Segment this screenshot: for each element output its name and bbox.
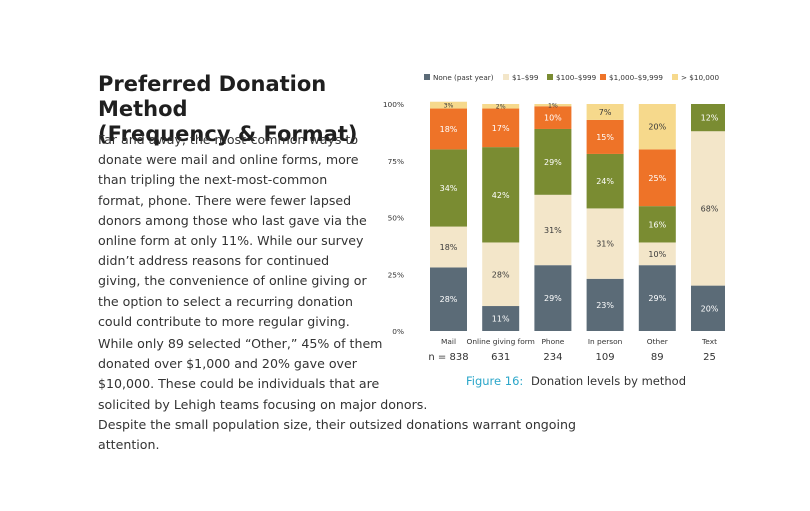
x-tick-label: Mail	[441, 337, 456, 346]
data-label: 29%	[544, 294, 562, 303]
body-paragraph-2-line: solicited by Lehigh teams focusing on ma…	[98, 396, 428, 412]
x-tick-label: Phone	[541, 337, 564, 346]
bar-segment	[430, 101, 467, 109]
data-label: 28%	[492, 270, 510, 279]
bar-segment	[638, 242, 676, 266]
bar-segment	[534, 194, 572, 266]
data-label: 10%	[648, 250, 666, 259]
sample-size-label: n = 838	[428, 352, 468, 363]
data-label: 10%	[544, 114, 562, 123]
data-label: 31%	[544, 226, 562, 235]
sample-size-label: 89	[651, 352, 664, 363]
y-tick-label: 25%	[388, 270, 404, 279]
legend-label: $100–$999	[556, 73, 597, 82]
legend-swatch	[503, 74, 509, 80]
sample-size-label: 25	[703, 352, 716, 363]
bar-segment	[586, 104, 624, 120]
data-label: 2%	[496, 104, 506, 111]
data-label: 29%	[544, 158, 562, 167]
bar-segment	[482, 104, 520, 109]
data-label: 23%	[596, 301, 614, 310]
bar-segment	[586, 119, 624, 154]
figure-caption-text: Donation levels by method	[530, 374, 687, 388]
bar-segment	[534, 265, 572, 331]
legend-label: $1–$99	[512, 73, 539, 82]
legend-swatch	[600, 74, 606, 80]
bar-segment	[482, 108, 520, 148]
bar-segment	[691, 131, 725, 286]
data-label: 15%	[596, 133, 614, 142]
bar-segment	[430, 267, 467, 331]
data-label: 24%	[596, 177, 614, 186]
stacked-bar-chart: None (past year) $1–$99 $100–$999 $1,000–$9…	[383, 73, 725, 363]
data-label: 18%	[440, 243, 458, 252]
x-tick-label: In person	[588, 337, 623, 346]
bar-segment	[482, 147, 520, 243]
y-tick-label: 75%	[388, 157, 404, 166]
legend-swatch	[672, 74, 678, 80]
data-label: 29%	[648, 294, 666, 303]
x-tick-label: Other	[647, 337, 669, 346]
bar-segment	[482, 242, 520, 307]
legend-swatch	[547, 74, 553, 80]
bar-segment	[586, 153, 624, 209]
bar-segment	[638, 149, 676, 207]
figure-caption: Figure 16: Donation levels by method	[466, 374, 686, 388]
data-label: 3%	[444, 103, 454, 110]
data-label: 28%	[440, 295, 458, 304]
body-paragraph-2-line: $10,000. These could be individuals that…	[98, 376, 380, 392]
body-paragraph-2-line: While only 89 selected “Other,” 45% of t…	[98, 336, 383, 351]
page-title-line-1: Preferred Donation Method	[98, 72, 327, 121]
bar-segment	[534, 104, 572, 107]
bar-segment	[534, 106, 572, 129]
page-title-line-2: (Frequency & Format)	[98, 122, 358, 146]
data-label: 25%	[648, 174, 666, 183]
y-tick-label: 50%	[388, 214, 404, 223]
bar-segment	[586, 208, 624, 279]
data-label: 12%	[701, 114, 719, 123]
bar-segment	[638, 104, 676, 150]
bar-segment	[430, 108, 467, 150]
x-tick-label: Online giving form	[467, 337, 535, 346]
bar-segment	[430, 149, 467, 227]
body-paragraph-2: While only 89 selected “Other,” 45% of t…	[98, 334, 618, 455]
data-label: 31%	[596, 240, 614, 249]
sample-size-label: 109	[596, 352, 615, 363]
legend-swatch	[424, 74, 430, 80]
figure-number: Figure 16:	[466, 374, 524, 388]
bar-segment	[430, 226, 467, 268]
data-label: 11%	[492, 315, 510, 324]
data-label: 34%	[440, 184, 458, 193]
data-label: 1%	[548, 103, 558, 110]
data-label: 7%	[599, 108, 612, 117]
data-label: 20%	[648, 123, 666, 132]
bar-segment	[691, 285, 725, 331]
bar-segment	[691, 104, 725, 132]
y-tick-label: 0%	[392, 327, 404, 336]
data-label: 20%	[701, 304, 719, 313]
legend-label: None (past year)	[433, 73, 494, 82]
body-paragraph-2-line: Despite the small population size, their…	[98, 416, 576, 453]
data-label: 16%	[648, 220, 666, 229]
body-paragraph-2-line: donated over $1,000 and 20% gave over	[98, 356, 357, 372]
legend-label: > $10,000	[681, 73, 719, 82]
body-paragraph-1: Far and away, the most-common ways to do…	[98, 132, 367, 329]
sample-size-label: 631	[491, 352, 510, 363]
data-label: 42%	[492, 191, 510, 200]
bar-segment	[638, 206, 676, 243]
page-title: Preferred Donation Method (Frequency & F…	[98, 72, 388, 147]
sample-size-label: 234	[543, 352, 562, 363]
bar-segment	[638, 265, 676, 331]
bar-segment	[534, 128, 572, 195]
legend-label: $1,000–$9,999	[609, 73, 663, 82]
x-tick-label: Text	[701, 337, 717, 346]
data-label: 18%	[440, 125, 458, 134]
bar-segment	[482, 306, 520, 331]
bar-segment	[586, 278, 624, 331]
data-label: 68%	[701, 204, 719, 213]
data-label: 17%	[492, 124, 510, 133]
y-tick-label: 100%	[383, 100, 404, 109]
